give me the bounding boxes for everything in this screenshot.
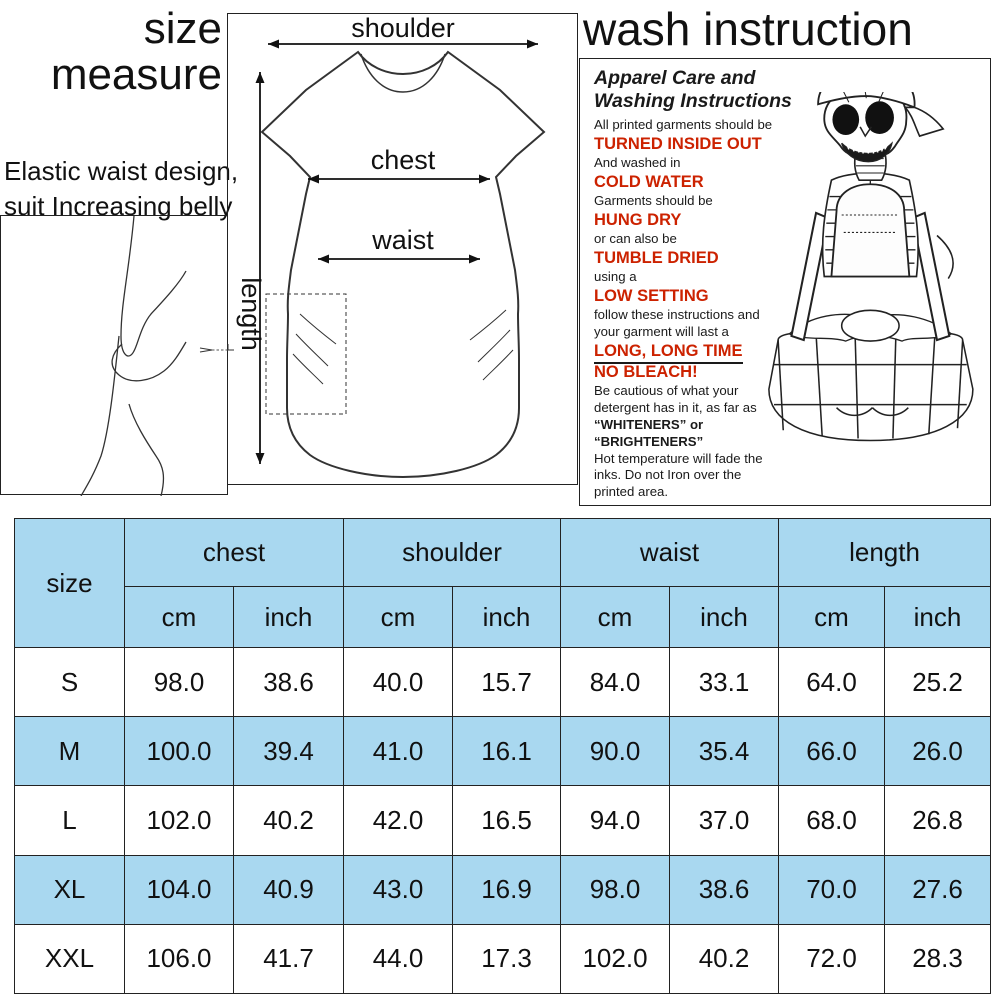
svg-text:waist: waist <box>371 225 434 255</box>
svg-text:length: length <box>236 277 266 351</box>
svg-text:chest: chest <box>371 145 436 175</box>
svg-text:shoulder: shoulder <box>351 14 455 43</box>
